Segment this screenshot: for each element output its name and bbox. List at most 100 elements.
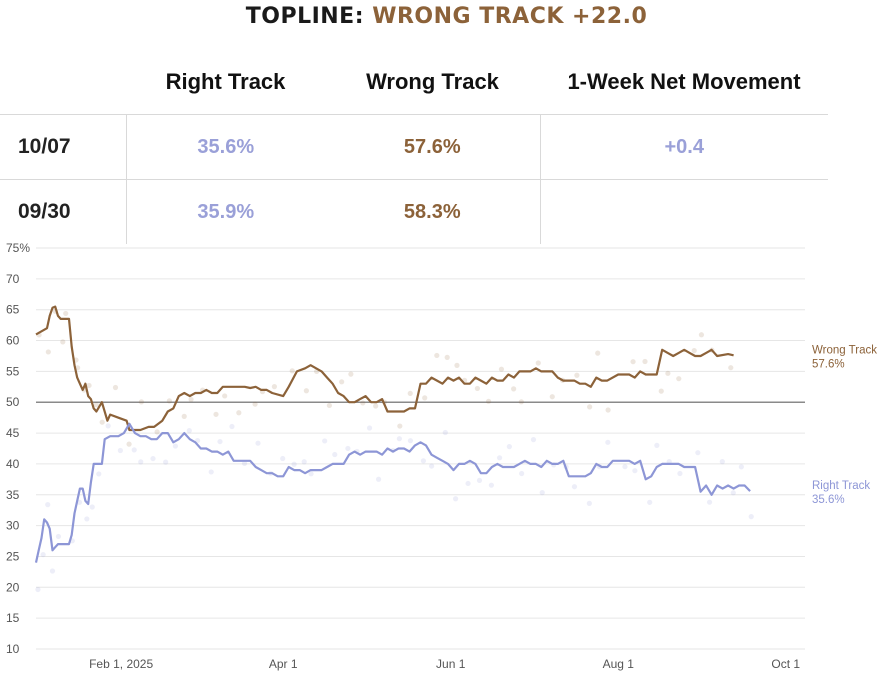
wrong-track-end-label: Wrong Track	[812, 344, 877, 356]
y-tick-label: 50	[6, 395, 20, 409]
poll-dot	[518, 399, 524, 405]
x-tick-label: Jun 1	[436, 657, 466, 671]
y-tick-label: 40	[6, 457, 20, 471]
right-track-end-label: Right Track	[812, 480, 870, 492]
topline-label: TOPLINE:	[245, 4, 365, 29]
y-tick-label: 15	[6, 611, 20, 625]
y-tick-label: 35	[6, 488, 20, 502]
poll-dot	[605, 407, 611, 413]
header-right-track: Right Track	[126, 50, 325, 115]
poll-dot	[60, 339, 66, 345]
poll-dot	[45, 349, 51, 355]
poll-dot	[154, 429, 160, 435]
poll-dot	[496, 455, 503, 461]
poll-dot	[595, 350, 601, 356]
poll-dot	[535, 360, 541, 366]
table-header-row: Right Track Wrong Track 1-Week Net Movem…	[0, 50, 828, 115]
poll-dot	[301, 459, 307, 465]
topline-value: WRONG TRACK +22.0	[372, 4, 648, 29]
poll-dot	[89, 504, 95, 510]
poll-dot	[397, 423, 403, 429]
y-tick-label: 65	[6, 303, 20, 317]
poll-dot	[719, 459, 725, 465]
poll-dot	[172, 443, 178, 449]
row-right-track: 35.9%	[197, 200, 255, 223]
poll-dot	[229, 423, 235, 430]
poll-dot	[345, 445, 351, 452]
wrong-track-end-value: 57.6%	[812, 358, 845, 370]
x-tick-label: Oct 1	[771, 657, 800, 671]
poll-dot	[632, 468, 638, 474]
header-wrong-track: Wrong Track	[325, 50, 540, 115]
poll-dot	[677, 470, 683, 477]
poll-dot	[605, 439, 611, 445]
poll-dot	[96, 471, 102, 477]
poll-dot	[422, 395, 428, 401]
poll-dot	[322, 438, 328, 444]
poll-dot	[86, 382, 92, 389]
x-tick-label: Feb 1, 2025	[89, 657, 153, 671]
poll-dot	[647, 499, 653, 505]
row-wrong-track: 58.3%	[325, 179, 541, 244]
row-date: 10/07	[0, 114, 127, 180]
poll-dot	[373, 403, 379, 409]
poll-dot	[396, 436, 402, 442]
y-tick-label: 55	[6, 364, 20, 378]
poll-dot	[360, 400, 366, 406]
poll-dot	[429, 463, 435, 469]
poll-dot	[308, 471, 314, 477]
poll-dot	[695, 450, 701, 456]
poll-dot	[366, 425, 373, 431]
poll-dot	[442, 429, 448, 436]
poll-dot	[339, 379, 345, 385]
row-right-track: 35.6%	[126, 114, 325, 180]
poll-dot	[138, 459, 144, 465]
poll-dot	[476, 477, 483, 484]
poll-dot	[738, 464, 744, 470]
poll-dot	[126, 441, 132, 447]
y-tick-label: 30	[6, 519, 20, 533]
poll-dot	[236, 410, 242, 416]
row-net-movement	[540, 180, 828, 245]
poll-dot	[163, 459, 169, 465]
poll-dot	[93, 402, 99, 408]
poll-dot	[181, 413, 187, 419]
poll-dot	[217, 438, 223, 445]
poll-dot	[642, 358, 648, 365]
poll-dot	[138, 399, 145, 405]
poll-dot	[40, 551, 46, 558]
poll-dot	[291, 461, 297, 467]
poll-dot	[332, 451, 338, 458]
poll-dot	[730, 490, 736, 496]
poll-dot	[49, 568, 56, 574]
poll-dot	[280, 455, 286, 462]
poll-dot	[519, 470, 525, 477]
poll-dot	[188, 396, 194, 403]
poll-dot	[485, 398, 492, 404]
summary-table: Right Track Wrong Track 1-Week Net Movem…	[0, 50, 828, 244]
poll-dot	[444, 354, 450, 360]
poll-dot	[748, 514, 754, 520]
poll-dot	[506, 444, 512, 450]
poll-dot	[706, 499, 713, 505]
poll-dot	[63, 310, 69, 317]
poll-dot	[35, 586, 41, 593]
table-row: 10/07 35.6% 57.6% +0.4	[0, 114, 828, 180]
table-row: 09/30 35.9% 58.3%	[0, 179, 828, 245]
poll-dot	[658, 388, 664, 394]
poll-dot	[454, 362, 460, 368]
header-empty	[0, 50, 126, 115]
poll-dot	[166, 398, 172, 404]
trend-chart: 75% 70 65 60 55 50 45 40 35 30 25 20 15 10 Feb 1, 2025…	[6, 241, 877, 671]
poll-dot	[630, 359, 636, 365]
poll-dot	[186, 428, 192, 434]
topline-headline: TOPLINE: WRONG TRACK +22.0	[0, 4, 893, 29]
y-tick-label: 45	[6, 426, 20, 440]
poll-dot	[222, 393, 228, 399]
poll-dot	[255, 440, 261, 446]
poll-dot	[498, 366, 505, 372]
poll-dot	[574, 372, 580, 378]
y-tick-label: 10	[6, 642, 20, 656]
row-net-movement: +0.4	[540, 114, 828, 180]
poll-dot	[465, 480, 471, 487]
